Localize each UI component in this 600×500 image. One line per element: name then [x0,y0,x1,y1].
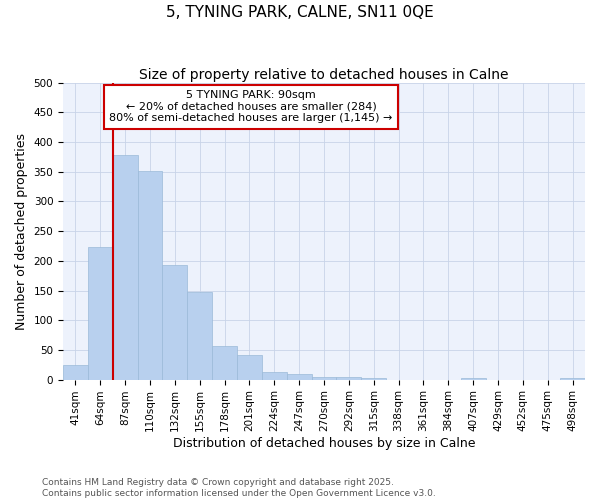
Bar [287,374,311,380]
Bar [137,170,163,380]
Bar [461,378,485,380]
X-axis label: Distribution of detached houses by size in Calne: Distribution of detached houses by size … [173,437,475,450]
Title: Size of property relative to detached houses in Calne: Size of property relative to detached ho… [139,68,509,82]
Bar [237,355,262,380]
Bar [163,265,187,380]
Y-axis label: Number of detached properties: Number of detached properties [15,132,28,330]
Bar [262,372,287,380]
Text: 5, TYNING PARK, CALNE, SN11 0QE: 5, TYNING PARK, CALNE, SN11 0QE [166,5,434,20]
Text: 5 TYNING PARK: 90sqm
← 20% of detached houses are smaller (284)
80% of semi-deta: 5 TYNING PARK: 90sqm ← 20% of detached h… [109,90,392,124]
Text: Contains HM Land Registry data © Crown copyright and database right 2025.
Contai: Contains HM Land Registry data © Crown c… [42,478,436,498]
Bar [560,378,585,380]
Bar [337,377,361,380]
Bar [311,376,337,380]
Bar [187,292,212,380]
Bar [212,346,237,380]
Bar [88,246,113,380]
Bar [63,365,88,380]
Bar [113,155,137,380]
Bar [361,378,386,380]
